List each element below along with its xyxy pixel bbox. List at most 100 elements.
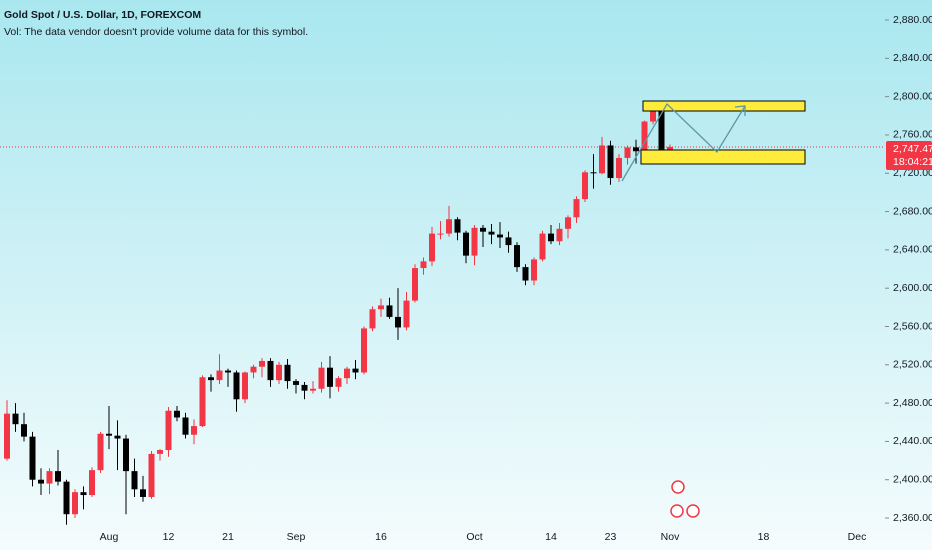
countdown: 18:04:21	[893, 156, 932, 168]
x-tick-label: 18	[758, 531, 770, 543]
candle-body	[641, 121, 648, 152]
x-tick-label: 12	[163, 531, 175, 543]
candle-body	[131, 471, 138, 490]
candle-body	[72, 492, 78, 515]
y-tick-label: 2,440.00	[893, 435, 932, 447]
x-tick-label: Aug	[100, 531, 119, 543]
x-tick-label: 23	[605, 531, 617, 543]
y-tick-label: 2,400.00	[893, 474, 932, 486]
candle-body	[293, 381, 299, 385]
candle-body	[412, 268, 418, 301]
candle-body	[446, 219, 452, 234]
y-tick-label: 2,840.00	[893, 52, 932, 64]
candle-body	[352, 368, 359, 373]
x-tick-label: 21	[222, 531, 234, 543]
candle-body	[80, 492, 87, 496]
candle-body	[437, 233, 444, 235]
candle-body	[29, 436, 36, 480]
chart-subtitle: Vol: The data vendor doesn't provide vol…	[4, 26, 308, 38]
candle-body	[505, 237, 512, 246]
candle-body	[174, 410, 180, 418]
candle-body	[165, 410, 172, 451]
candle-body	[225, 370, 231, 373]
candle-body	[361, 328, 367, 373]
candle-body	[233, 372, 240, 400]
candle-body	[582, 172, 588, 200]
y-tick-label: 2,760.00	[893, 129, 932, 141]
candle-body	[335, 378, 342, 387]
candle-body	[369, 309, 376, 329]
candle-body	[216, 370, 223, 381]
candle-body	[318, 367, 325, 389]
candle-body	[123, 438, 129, 472]
candle-body	[607, 145, 614, 179]
candle-body	[208, 377, 214, 381]
candle-body	[310, 388, 316, 391]
candle-body	[114, 435, 121, 439]
y-tick-label: 2,480.00	[893, 397, 932, 409]
candle-body	[556, 228, 563, 242]
candle-body	[301, 384, 308, 391]
candle-body	[284, 364, 291, 382]
candle-body	[420, 261, 427, 269]
candle-body	[565, 217, 571, 229]
candle-body	[242, 372, 248, 400]
y-tick-label: 2,800.00	[893, 90, 932, 102]
candle-body	[250, 366, 257, 373]
candle-body	[276, 364, 282, 381]
event-icon[interactable]	[671, 480, 685, 494]
y-tick-label: 2,360.00	[893, 512, 932, 524]
candle-body	[624, 147, 631, 158]
event-icon[interactable]	[686, 504, 700, 518]
y-tick-label: 2,560.00	[893, 320, 932, 332]
candle-body	[429, 233, 435, 262]
candle-body	[89, 470, 95, 496]
projection-path	[621, 102, 746, 182]
candle-body	[539, 233, 546, 260]
event-icon[interactable]	[670, 504, 684, 518]
candle-body	[182, 417, 189, 435]
candle-body	[480, 227, 486, 232]
x-tick-label: 16	[375, 531, 387, 543]
candle-body	[259, 360, 265, 367]
candle-body	[191, 426, 197, 435]
candle-body	[599, 145, 605, 174]
candle-body	[21, 424, 27, 437]
candle-body	[463, 232, 469, 256]
y-tick-label: 2,680.00	[893, 205, 932, 217]
candle-body	[471, 227, 478, 256]
candle-body	[573, 199, 580, 218]
support-box	[640, 149, 806, 165]
candle-body	[531, 259, 537, 281]
candle-body	[488, 231, 495, 235]
arrow-head	[734, 105, 746, 116]
candle-body	[403, 300, 410, 328]
x-tick-label: Sep	[287, 531, 306, 543]
y-tick-label: 2,720.00	[893, 167, 932, 179]
candle-body	[616, 157, 622, 179]
x-tick-label: Oct	[466, 531, 482, 543]
candle-body	[650, 108, 656, 122]
candle-body	[522, 267, 529, 281]
last-price-label: 2,747.47	[893, 143, 932, 155]
y-tick-label: 2,520.00	[893, 359, 932, 371]
candle-body	[344, 368, 350, 379]
candle-body	[12, 413, 19, 425]
candle-body	[38, 479, 44, 484]
candle-body	[327, 367, 333, 387]
candle-body	[590, 172, 597, 174]
candle-body	[378, 305, 384, 310]
chart-title: Gold Spot / U.S. Dollar, 1D, FOREXCOM	[4, 9, 201, 21]
x-tick-label: 14	[545, 531, 557, 543]
resistance-box	[642, 100, 806, 112]
candle-body	[514, 245, 520, 268]
candle-body	[140, 489, 146, 497]
candle-body	[148, 453, 155, 497]
y-tick-label: 2,880.00	[893, 14, 932, 26]
candle-body	[386, 305, 393, 317]
price-badge	[886, 141, 932, 170]
candle-body	[548, 233, 554, 242]
candle-body	[46, 471, 53, 484]
candle-body	[497, 234, 503, 238]
